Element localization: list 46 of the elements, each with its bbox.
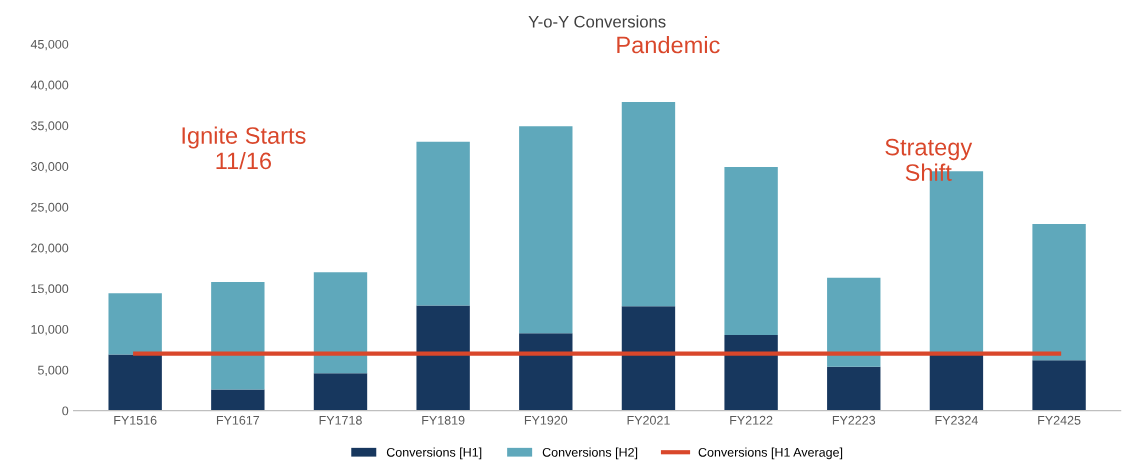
bar <box>621 101 676 307</box>
bar <box>621 306 676 411</box>
annotation: Pandemic <box>617 35 720 54</box>
y-tick-label: 15,000 <box>31 284 69 295</box>
y-tick-label: 45,000 <box>30 39 69 51</box>
y-tick-label: 0 <box>62 406 69 416</box>
bar <box>108 293 162 355</box>
x-tick-label: FY2122 <box>730 415 773 425</box>
bar <box>929 353 984 411</box>
bar <box>519 333 573 411</box>
bar <box>519 126 573 334</box>
bar <box>827 277 881 367</box>
y-tick-label: 10,000 <box>31 324 69 336</box>
annotation: Ignite Starts 11/16 <box>182 126 306 170</box>
bar <box>313 373 368 411</box>
x-tick-label: FY2324 <box>935 415 978 425</box>
y-tick-label: 25,000 <box>31 202 69 214</box>
x-tick-label: FY2223 <box>832 415 876 425</box>
y-tick-label: 35,000 <box>30 121 69 132</box>
bar <box>416 305 470 411</box>
bar <box>211 281 265 390</box>
annotation: Strategy Shift <box>885 138 973 181</box>
legend-label: Conversions [H1] <box>386 447 482 460</box>
x-tick-label: FY1920 <box>524 415 568 425</box>
y-tick-label: 40,000 <box>30 80 69 91</box>
bar <box>724 167 778 335</box>
x-tick-label: FY2425 <box>1038 415 1081 425</box>
bar <box>108 354 162 411</box>
legend-label: Conversions [H2] <box>542 447 638 460</box>
bar <box>211 389 265 411</box>
bar <box>313 272 368 374</box>
x-tick-label: FY1516 <box>114 415 157 425</box>
bar <box>724 334 778 411</box>
x-tick-label: FY2021 <box>627 415 670 425</box>
y-tick-label: 30,000 <box>30 162 69 173</box>
x-tick-label: FY1819 <box>422 415 465 425</box>
y-tick-label: 20,000 <box>31 243 69 254</box>
y-tick-label: 5,000 <box>37 365 69 377</box>
bar <box>416 141 470 306</box>
bar <box>1032 224 1086 361</box>
bar <box>827 366 881 411</box>
legend-label: Conversions [H1 Average] <box>698 447 843 460</box>
bar <box>1032 360 1086 411</box>
x-tick-label: FY1718 <box>319 415 362 425</box>
chart-title: Y-o-Y Conversions <box>528 15 666 28</box>
x-tick-label: FY1617 <box>216 415 260 425</box>
